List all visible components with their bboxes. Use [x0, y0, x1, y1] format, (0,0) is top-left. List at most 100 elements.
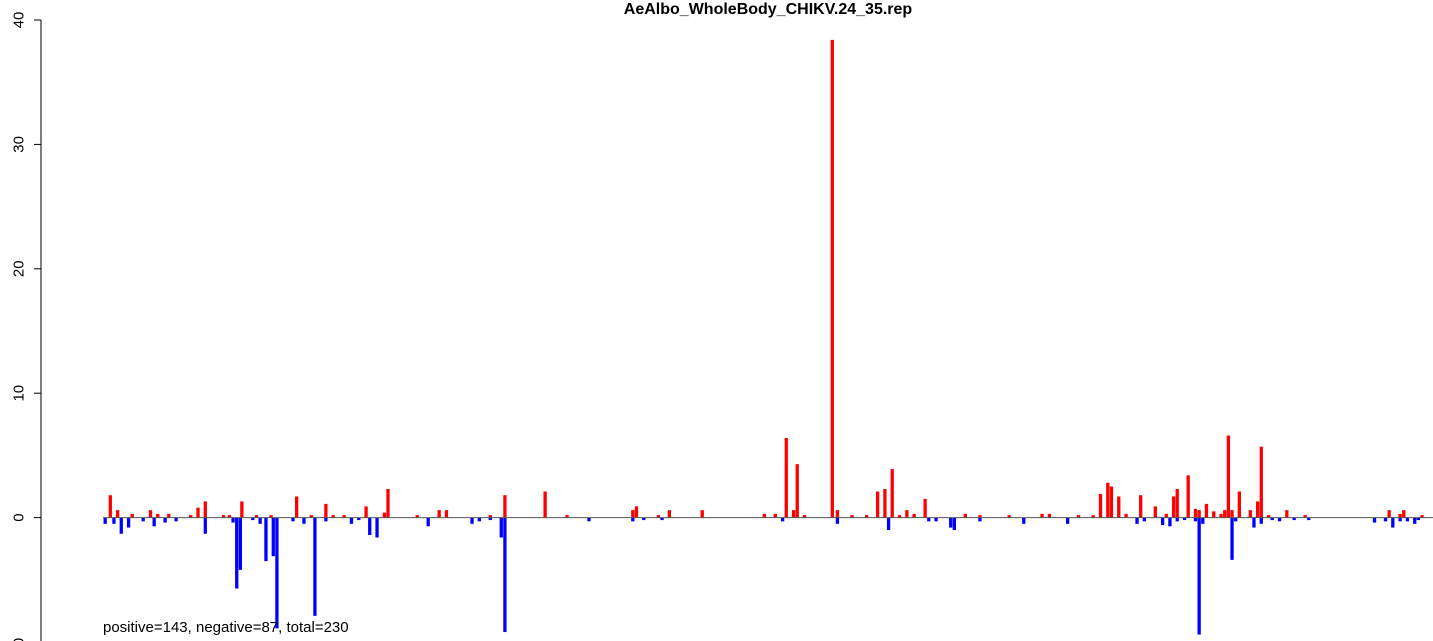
negative-bar	[780, 517, 785, 522]
positive-bar	[1230, 510, 1234, 518]
negative-bar	[835, 517, 840, 524]
positive-bar	[912, 513, 916, 518]
positive-bar	[1266, 515, 1271, 518]
negative-bar	[112, 517, 116, 524]
negative-bar	[1175, 517, 1179, 522]
positive-bar	[1091, 515, 1095, 518]
summary-text: positive=143, negative=87, total=230	[103, 619, 349, 636]
negative-bar	[203, 517, 207, 534]
negative-bar	[1168, 517, 1172, 527]
positive-bar	[221, 515, 226, 518]
positive-bar	[1076, 515, 1081, 518]
positive-bar	[667, 510, 671, 518]
negative-bar	[1383, 517, 1388, 522]
negative-bar	[477, 517, 481, 522]
positive-bar	[1164, 513, 1168, 518]
y-tick-label: 0	[10, 638, 27, 641]
positive-bar	[1139, 495, 1143, 518]
negative-bar	[231, 517, 235, 523]
positive-bar	[269, 515, 273, 518]
positive-bar	[1212, 511, 1216, 518]
negative-bar	[1230, 517, 1234, 560]
negative-bar	[978, 517, 982, 522]
negative-bar	[1391, 517, 1395, 528]
positive-bar	[196, 507, 200, 518]
negative-bar	[1292, 517, 1296, 521]
negative-bar	[927, 517, 931, 522]
positive-bar	[1226, 435, 1231, 518]
negative-bar	[174, 517, 178, 522]
positive-bar	[1117, 496, 1121, 518]
positive-bar	[963, 513, 967, 518]
positive-bar	[1124, 513, 1128, 518]
y-tick-label: 20	[10, 260, 27, 277]
positive-bar	[437, 510, 441, 518]
positive-bar	[386, 488, 390, 518]
positive-bar	[331, 515, 335, 518]
positive-bar	[830, 39, 834, 518]
positive-bar	[897, 515, 902, 518]
positive-bar	[1219, 513, 1223, 518]
y-tick-label: 40	[10, 12, 27, 29]
positive-bar	[130, 513, 134, 518]
negative-bar	[503, 517, 507, 633]
negative-bar	[1398, 517, 1402, 522]
negative-bar	[349, 517, 354, 524]
positive-bar	[865, 515, 869, 518]
negative-bar	[1270, 517, 1274, 521]
positive-bar	[850, 515, 854, 518]
positive-bar	[156, 513, 160, 518]
positive-bar	[1285, 510, 1289, 518]
negative-bar	[934, 517, 938, 522]
positive-bar	[883, 488, 887, 518]
negative-bar	[291, 517, 295, 522]
negative-bar	[470, 517, 474, 524]
negative-bar	[375, 517, 379, 538]
positive-bar	[700, 510, 704, 518]
positive-bar	[1186, 475, 1190, 518]
positive-bar	[444, 510, 449, 518]
positive-bar	[634, 506, 639, 518]
negative-bar	[152, 517, 156, 527]
positive-bar	[1237, 491, 1241, 518]
y-tick-label: 0	[10, 513, 27, 521]
positive-bar	[565, 515, 569, 518]
positive-bar	[1255, 501, 1260, 518]
negative-bar	[1065, 517, 1070, 524]
negative-bar	[235, 517, 239, 589]
positive-bar	[309, 515, 313, 518]
positive-bar	[791, 510, 796, 518]
negative-bar	[163, 517, 167, 523]
positive-bar	[905, 510, 909, 518]
positive-bar	[1098, 493, 1103, 518]
negative-bar	[642, 517, 646, 521]
negative-bar	[1201, 517, 1205, 524]
positive-bar	[227, 515, 232, 518]
positive-bar	[167, 513, 171, 518]
positive-bar	[1204, 503, 1209, 518]
positive-bar	[1040, 513, 1044, 518]
positive-bar	[1402, 510, 1406, 518]
positive-bar	[1193, 508, 1198, 518]
positive-bar	[1259, 446, 1263, 518]
negative-bar	[251, 517, 255, 521]
negative-bar	[302, 517, 306, 524]
negative-bar	[258, 517, 262, 524]
negative-bar	[1022, 517, 1026, 524]
negative-bar	[1135, 517, 1139, 524]
negative-bar	[426, 517, 430, 527]
positive-bar	[631, 510, 635, 518]
negative-bar	[103, 517, 107, 524]
positive-bar	[802, 515, 807, 518]
negative-bar	[952, 517, 956, 531]
positive-bar	[108, 495, 112, 518]
negative-bar	[488, 517, 492, 521]
positive-bar	[890, 469, 894, 518]
positive-bar	[923, 498, 927, 518]
positive-bar	[189, 515, 193, 518]
y-tick-label: 10	[10, 385, 27, 402]
negative-bar	[587, 517, 591, 522]
y-tick-label: 30	[10, 136, 27, 153]
negative-bar	[1405, 517, 1410, 522]
